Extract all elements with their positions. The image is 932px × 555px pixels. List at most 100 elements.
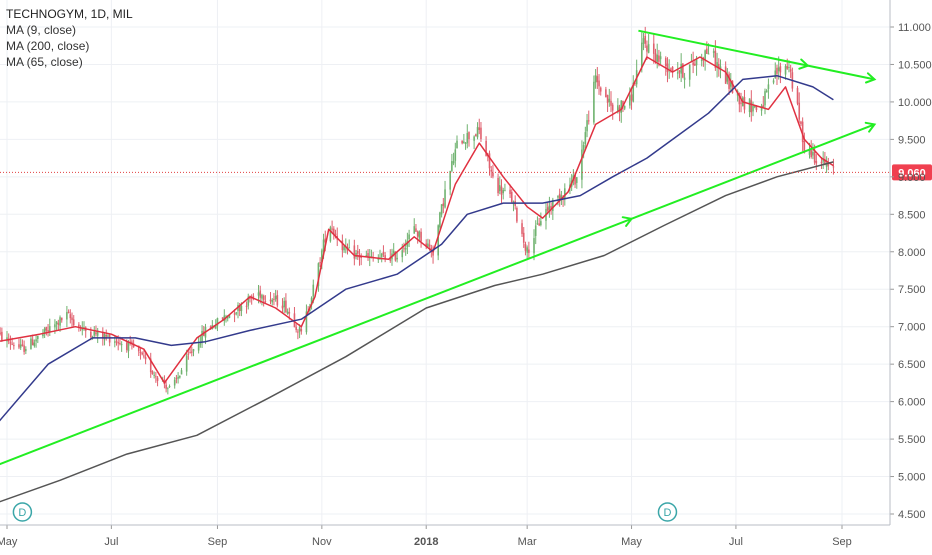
candle xyxy=(156,375,159,387)
candle xyxy=(45,326,48,336)
candle xyxy=(343,246,345,253)
x-tick-label: 2018 xyxy=(414,536,438,548)
candle xyxy=(596,67,599,89)
dividend-marker[interactable]: D xyxy=(12,502,33,522)
candle xyxy=(466,124,469,149)
candle xyxy=(59,315,61,332)
candle xyxy=(540,212,542,227)
candle xyxy=(500,179,503,204)
candle xyxy=(587,110,590,125)
candle xyxy=(611,102,614,120)
candle xyxy=(115,338,118,346)
candle xyxy=(283,297,285,314)
candle xyxy=(706,41,708,54)
candle xyxy=(731,80,734,94)
last-price-badge xyxy=(892,164,932,181)
candle xyxy=(594,69,597,89)
y-tick-label: 9.000 xyxy=(898,172,926,184)
candle xyxy=(273,292,275,306)
x-tick-label: Jul xyxy=(729,536,743,548)
y-tick-label: 7.500 xyxy=(898,284,926,296)
candle xyxy=(331,220,333,233)
dividend-marker[interactable]: D xyxy=(657,502,678,522)
candle xyxy=(413,218,416,234)
candle xyxy=(0,327,1,336)
candle xyxy=(425,239,428,250)
y-tick-label: 8.500 xyxy=(898,209,926,221)
candle xyxy=(31,334,34,346)
trendline-arrow xyxy=(621,216,634,227)
candle xyxy=(538,217,540,227)
y-tick-label: 5.000 xyxy=(898,472,926,484)
candle xyxy=(180,367,183,375)
candle xyxy=(772,78,775,85)
x-tick-label: Jul xyxy=(104,536,118,548)
trendline-arrow xyxy=(864,121,877,133)
candle xyxy=(360,253,362,266)
candle xyxy=(728,71,730,96)
candle xyxy=(33,339,36,348)
y-tick-label: 9.500 xyxy=(898,134,926,146)
candle xyxy=(779,62,782,84)
y-tick-label: 6.000 xyxy=(898,397,926,409)
candle xyxy=(647,33,650,54)
candle xyxy=(432,245,434,264)
candle xyxy=(36,335,39,344)
candle xyxy=(473,135,475,150)
candle xyxy=(420,228,422,248)
candle xyxy=(765,88,768,93)
candle xyxy=(688,64,691,87)
candle xyxy=(274,289,277,302)
candle xyxy=(9,335,12,350)
candle xyxy=(784,64,787,80)
candle xyxy=(521,219,523,237)
candle xyxy=(475,133,477,137)
x-tick-label: Sep xyxy=(832,536,852,548)
candle xyxy=(108,333,111,347)
candle xyxy=(139,346,142,360)
y-tick-label: 8.000 xyxy=(898,247,926,259)
candle xyxy=(509,184,511,198)
y-tick-label: 7.000 xyxy=(898,322,926,334)
candle xyxy=(827,157,830,171)
candle xyxy=(127,340,130,359)
candle xyxy=(177,372,179,384)
candle xyxy=(623,105,626,111)
candle xyxy=(120,341,123,352)
candle xyxy=(608,88,611,107)
candle xyxy=(498,176,501,195)
candle xyxy=(245,301,248,314)
candle xyxy=(235,311,238,316)
candle xyxy=(516,206,518,224)
candle xyxy=(796,85,799,106)
candle xyxy=(25,346,27,355)
candle xyxy=(461,140,463,145)
candle xyxy=(605,86,607,98)
candle xyxy=(197,337,200,354)
candle xyxy=(497,173,499,197)
candle xyxy=(815,154,818,171)
candle xyxy=(144,351,147,365)
ma-200-line xyxy=(0,161,834,503)
trendline-arrow xyxy=(865,72,877,84)
candle xyxy=(676,62,679,80)
candlesticks xyxy=(0,26,835,395)
candle xyxy=(105,329,108,341)
candle xyxy=(348,239,351,249)
chart-legend: TECHNOGYM, 1D, MIL MA (9, close) MA (200… xyxy=(6,6,133,70)
candle xyxy=(558,188,561,207)
candle xyxy=(664,56,667,76)
candle xyxy=(201,325,203,348)
dividend-marker-label: D xyxy=(663,507,671,519)
candle xyxy=(96,327,99,344)
y-tick-label: 6.500 xyxy=(898,359,926,371)
candle xyxy=(492,164,494,179)
candle xyxy=(644,26,647,48)
candle xyxy=(382,245,385,258)
candle xyxy=(812,143,814,160)
candle xyxy=(716,52,718,78)
candle xyxy=(832,158,835,175)
candle xyxy=(476,122,479,140)
candle xyxy=(526,245,528,261)
